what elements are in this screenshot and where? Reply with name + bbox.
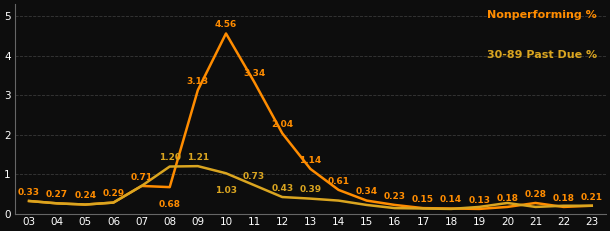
- Text: 1.20: 1.20: [159, 153, 181, 162]
- Text: 0.43: 0.43: [271, 184, 293, 193]
- Text: 0.28: 0.28: [525, 190, 547, 199]
- Text: 0.23: 0.23: [384, 192, 406, 201]
- Text: 1.14: 1.14: [300, 156, 321, 165]
- Text: 0.27: 0.27: [46, 190, 68, 199]
- Text: 3.13: 3.13: [187, 77, 209, 86]
- Text: 0.13: 0.13: [468, 196, 490, 205]
- Text: 0.61: 0.61: [328, 177, 350, 186]
- Text: 0.68: 0.68: [159, 200, 181, 209]
- Text: 0.39: 0.39: [300, 185, 321, 195]
- Text: 0.18: 0.18: [497, 194, 518, 203]
- Text: 0.15: 0.15: [412, 195, 434, 204]
- Text: 0.33: 0.33: [18, 188, 40, 197]
- Text: 1.21: 1.21: [187, 153, 209, 162]
- Text: 30-89 Past Due %: 30-89 Past Due %: [487, 50, 597, 60]
- Text: Nonperforming %: Nonperforming %: [487, 10, 597, 21]
- Text: 4.56: 4.56: [215, 20, 237, 29]
- Text: 0.34: 0.34: [356, 187, 378, 196]
- Text: 1.03: 1.03: [215, 186, 237, 195]
- Text: 0.73: 0.73: [243, 172, 265, 181]
- Text: 0.71: 0.71: [131, 173, 152, 182]
- Text: 0.24: 0.24: [74, 191, 96, 200]
- Text: 3.34: 3.34: [243, 69, 265, 78]
- Text: 0.21: 0.21: [581, 193, 603, 202]
- Text: 0.18: 0.18: [553, 194, 575, 203]
- Text: 0.29: 0.29: [102, 189, 124, 198]
- Text: 0.14: 0.14: [440, 195, 462, 204]
- Text: 2.04: 2.04: [271, 120, 293, 129]
